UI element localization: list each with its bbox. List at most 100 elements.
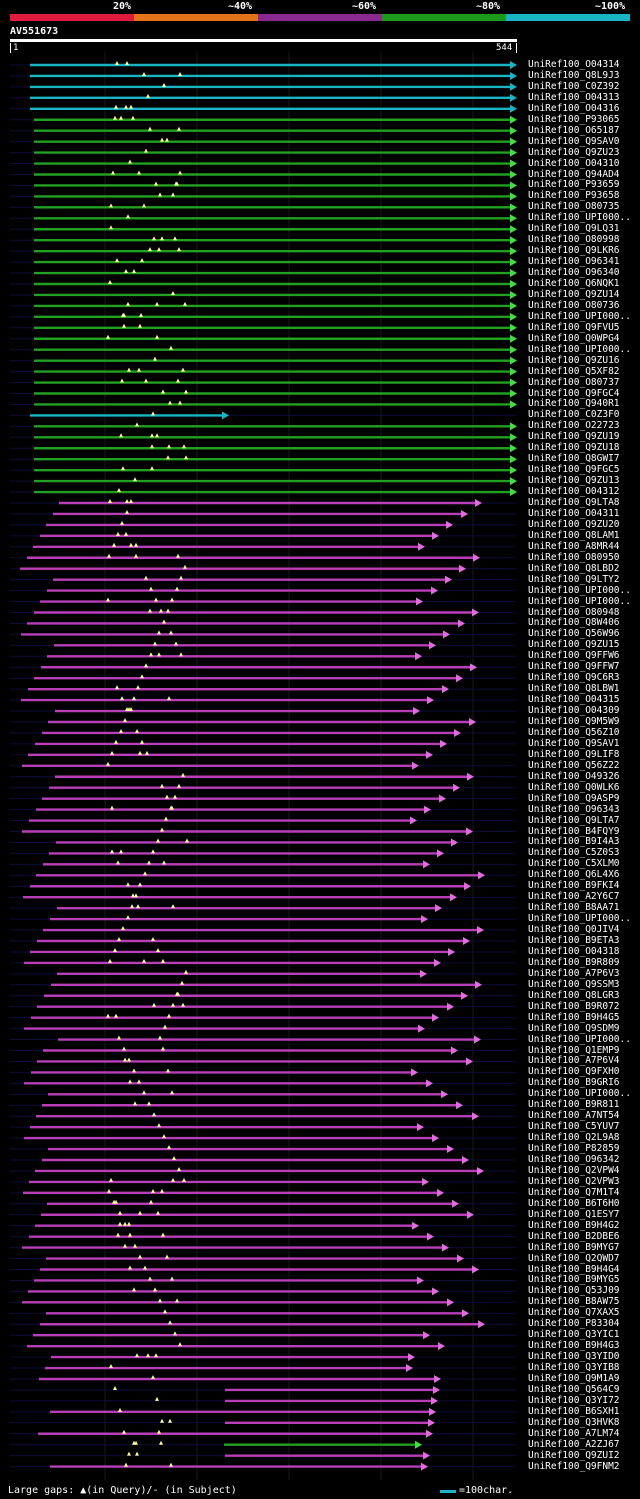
hit-name-link[interactable]: UniRef100_C0Z3F0 [528,409,620,421]
hit-name-link[interactable]: UniRef100_Q8GWI7 [528,453,620,465]
hit-name-link[interactable]: UniRef100_Q9LTA7 [528,814,620,826]
hit-name-link[interactable]: UniRef100_Q2VPW4 [528,1164,620,1176]
hit-name-link[interactable]: UniRef100_Q9SAV1 [528,737,620,749]
hit-name-link[interactable]: UniRef100_Q9ZUI2 [528,1449,620,1461]
hit-name-link[interactable]: UniRef100_O96342 [528,1154,620,1165]
hit-name-link[interactable]: UniRef100_B6T6H0 [528,1197,620,1209]
hit-name-link[interactable]: UniRef100_B9I4A3 [528,836,620,848]
hit-name-link[interactable]: UniRef100_P83304 [528,1318,620,1330]
hit-name-link[interactable]: UniRef100_Q3YI72 [528,1394,620,1406]
hit-name-link[interactable]: UniRef100_Q7XAX5 [528,1307,620,1319]
hit-name-link[interactable]: UniRef100_Q9LTA8 [528,497,620,508]
hit-name-link[interactable]: UniRef100_C0Z392 [528,80,620,92]
hit-name-link[interactable]: UniRef100_Q9LQ31 [528,223,620,235]
hit-name-link[interactable]: UniRef100_B9H4G2 [528,1219,620,1231]
hit-name-link[interactable]: UniRef100_Q0JIV4 [528,924,620,936]
hit-name-link[interactable]: UniRef100_O96340 [528,267,620,279]
hit-name-link[interactable]: UniRef100_O04310 [528,157,620,169]
hit-name-link[interactable]: UniRef100_O04309 [528,705,620,717]
hit-name-link[interactable]: UniRef100_Q9FXH0 [528,1066,620,1078]
hit-name-link[interactable]: UniRef100_Q0WLK6 [528,781,620,793]
hit-name-link[interactable]: UniRef100_B9MYG7 [528,1241,620,1253]
hit-name-link[interactable]: UniRef100_UPI000.. [528,343,631,355]
hit-name-link[interactable]: UniRef100_UPI000.. [528,913,631,925]
hit-name-link[interactable]: UniRef100_Q9M1A9 [528,1373,620,1384]
hit-name-link[interactable]: UniRef100_Q9SAV0 [528,135,620,147]
hit-name-link[interactable]: UniRef100_Q9FGC5 [528,464,620,476]
hit-name-link[interactable]: UniRef100_Q56Z10 [528,726,620,738]
hit-name-link[interactable]: UniRef100_Q9ZU13 [528,475,620,487]
hit-name-link[interactable]: UniRef100_Q9FVU5 [528,321,620,333]
hit-name-link[interactable]: UniRef100_O80948 [528,606,620,618]
hit-name-link[interactable]: UniRef100_C5XLM0 [528,858,620,870]
hit-name-link[interactable]: UniRef100_C5YUV7 [528,1121,620,1133]
hit-name-link[interactable]: UniRef100_Q2VPW3 [528,1175,620,1187]
hit-name-link[interactable]: UniRef100_Q8L9J3 [528,69,620,81]
hit-name-link[interactable]: UniRef100_Q8LAM1 [528,529,620,541]
hit-name-link[interactable]: UniRef100_Q9FFW7 [528,661,620,673]
hit-name-link[interactable]: UniRef100_Q9LTY2 [528,573,620,585]
hit-name-link[interactable]: UniRef100_Q9ZU14 [528,288,620,300]
hit-name-link[interactable]: UniRef100_B9R809 [528,956,620,968]
hit-name-link[interactable]: UniRef100_Q1EMP9 [528,1044,620,1056]
hit-name-link[interactable]: UniRef100_Q7M1T4 [528,1186,620,1198]
hit-name-link[interactable]: UniRef100_Q6L4X6 [528,869,620,881]
hit-name-link[interactable]: UniRef100_O04316 [528,102,620,114]
hit-name-link[interactable]: UniRef100_P82859 [528,1143,620,1155]
hit-name-link[interactable]: UniRef100_Q940R1 [528,398,620,410]
hit-name-link[interactable]: UniRef100_UPI000.. [528,595,631,607]
hit-name-link[interactable]: UniRef100_Q9ZU23 [528,146,620,158]
hit-name-link[interactable]: UniRef100_B9FKI4 [528,880,620,892]
hit-name-link[interactable]: UniRef100_O80950 [528,551,620,563]
hit-name-link[interactable]: UniRef100_Q9ZU18 [528,442,620,454]
hit-name-link[interactable]: UniRef100_A7P6V4 [528,1055,620,1067]
hit-name-link[interactable]: UniRef100_Q9LIF8 [528,748,620,760]
hit-name-link[interactable]: UniRef100_UPI000.. [528,212,631,224]
hit-name-link[interactable]: UniRef100_O04315 [528,694,620,706]
hit-name-link[interactable]: UniRef100_O04314 [528,59,620,70]
hit-name-link[interactable]: UniRef100_Q9LKR6 [528,245,620,257]
hit-name-link[interactable]: UniRef100_Q8LBD2 [528,562,620,574]
hit-name-link[interactable]: UniRef100_Q9FGC4 [528,387,620,399]
hit-name-link[interactable]: UniRef100_Q8LGR3 [528,989,620,1001]
hit-name-link[interactable]: UniRef100_Q8LBW1 [528,683,620,695]
hit-name-link[interactable]: UniRef100_Q1ESY7 [528,1208,620,1220]
hit-name-link[interactable]: UniRef100_A7LM74 [528,1427,620,1439]
hit-name-link[interactable]: UniRef100_Q9M5W9 [528,716,620,727]
hit-name-link[interactable]: UniRef100_B9H4G4 [528,1263,620,1275]
hit-name-link[interactable]: UniRef100_UPI000.. [528,310,631,322]
hit-name-link[interactable]: UniRef100_A7P6V3 [528,967,620,979]
hit-name-link[interactable]: UniRef100_B9H4G3 [528,1340,620,1352]
hit-name-link[interactable]: UniRef100_Q9FFW6 [528,650,620,662]
hit-name-link[interactable]: UniRef100_Q9ZU15 [528,639,620,651]
hit-name-link[interactable]: UniRef100_Q9ASP9 [528,792,620,804]
hit-name-link[interactable]: UniRef100_B9GRI6 [528,1077,620,1089]
hit-name-link[interactable]: UniRef100_B9H4G5 [528,1011,620,1023]
hit-name-link[interactable]: UniRef100_Q56W96 [528,628,620,640]
hit-name-link[interactable]: UniRef100_Q0WPG4 [528,332,620,344]
hit-name-link[interactable]: UniRef100_Q3YIC1 [528,1329,620,1341]
hit-name-link[interactable]: UniRef100_B9ETA3 [528,935,620,946]
hit-name-link[interactable]: UniRef100_B9R811 [528,1099,620,1111]
hit-name-link[interactable]: UniRef100_P93065 [528,113,620,125]
hit-name-link[interactable]: UniRef100_Q3HVK8 [528,1416,620,1428]
hit-name-link[interactable]: UniRef100_B2DBE6 [528,1230,620,1242]
hit-name-link[interactable]: UniRef100_O04318 [528,945,620,957]
hit-name-link[interactable]: UniRef100_Q9C6R3 [528,672,620,684]
hit-name-link[interactable]: UniRef100_Q2QWD7 [528,1252,620,1264]
hit-name-link[interactable]: UniRef100_B6SXH1 [528,1405,620,1417]
hit-name-link[interactable]: UniRef100_Q9ZU20 [528,518,620,530]
hit-name-link[interactable]: UniRef100_UPI000.. [528,584,631,596]
hit-name-link[interactable]: UniRef100_O80735 [528,201,620,213]
hit-name-link[interactable]: UniRef100_B4FQY9 [528,825,620,837]
hit-name-link[interactable]: UniRef100_Q9ZU16 [528,354,620,366]
hit-name-link[interactable]: UniRef100_Q94AD4 [528,168,620,180]
hit-name-link[interactable]: UniRef100_Q53J09 [528,1285,620,1297]
hit-name-link[interactable]: UniRef100_Q5XF82 [528,365,620,377]
hit-name-link[interactable]: UniRef100_A8MR44 [528,540,620,552]
hit-name-link[interactable]: UniRef100_Q564C9 [528,1383,620,1395]
hit-name-link[interactable]: UniRef100_O04311 [528,507,620,519]
hit-name-link[interactable]: UniRef100_O96341 [528,256,620,268]
hit-name-link[interactable]: UniRef100_A2ZJ67 [528,1438,620,1450]
hit-name-link[interactable]: UniRef100_Q9FNM2 [528,1460,620,1472]
